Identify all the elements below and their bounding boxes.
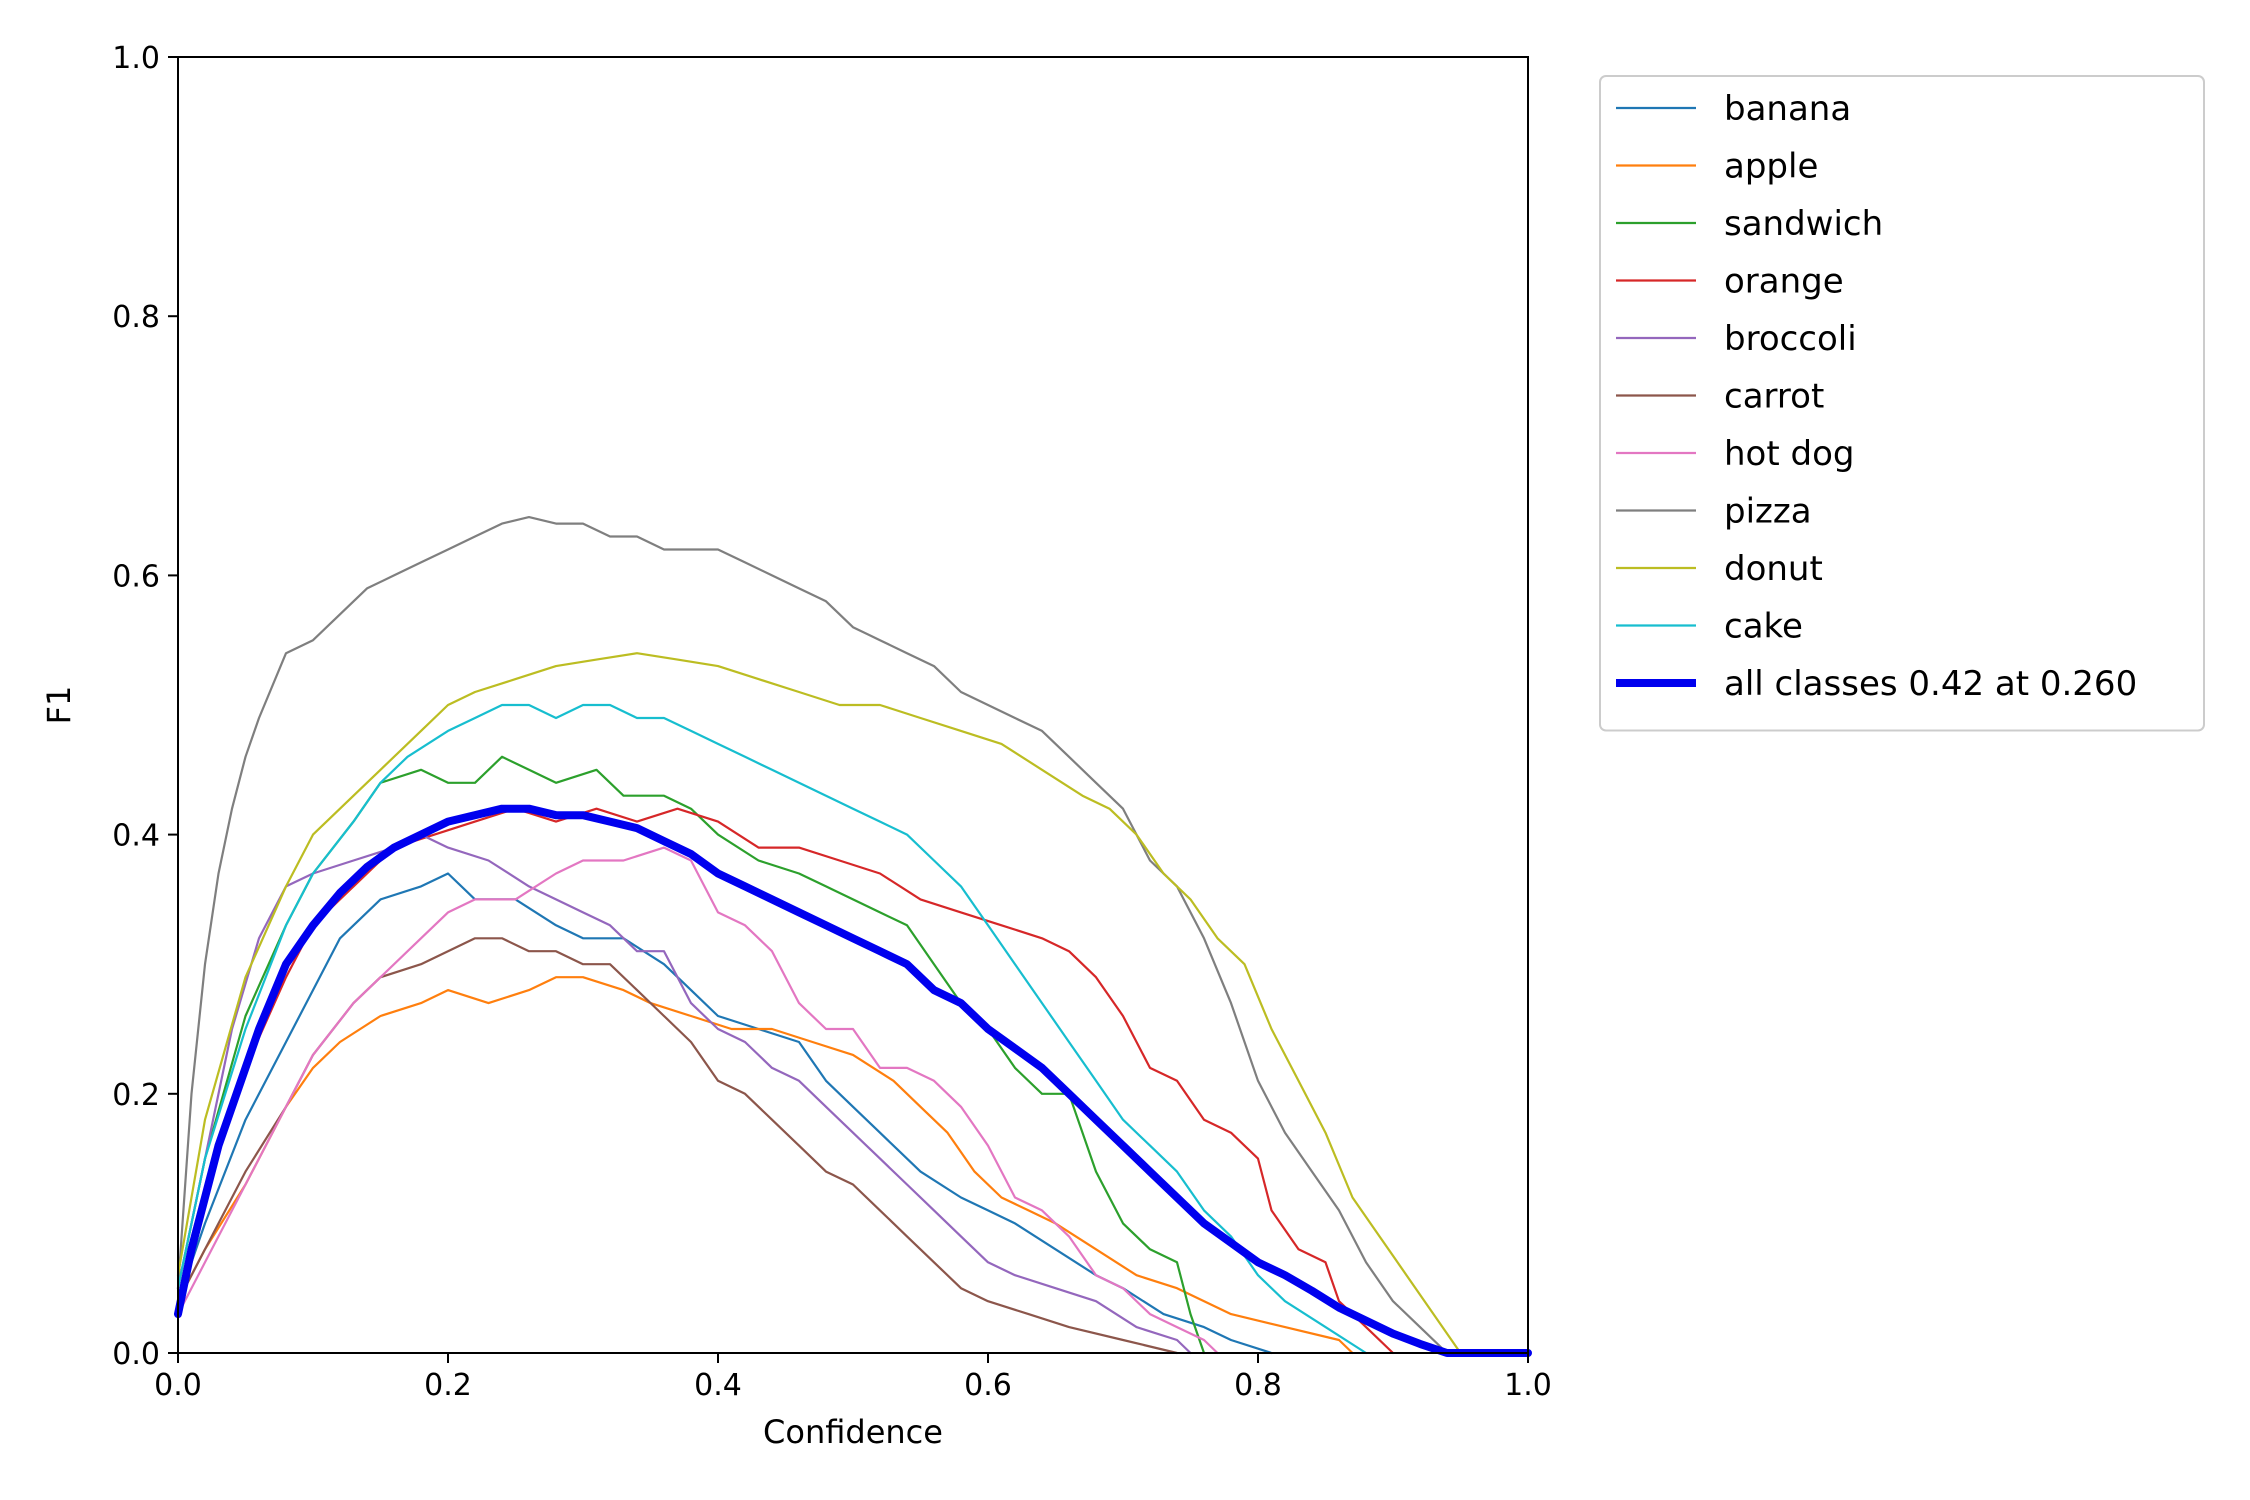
legend-label: carrot — [1724, 377, 1824, 417]
legend-label: orange — [1724, 262, 1844, 302]
legend-label: sandwich — [1724, 204, 1883, 244]
series-line-hot-dog — [176, 846, 1219, 1355]
y-axis-label: F1 — [40, 686, 78, 725]
series-line-broccoli — [176, 833, 1192, 1355]
plot-frame — [177, 56, 1529, 1354]
series-line-banana — [176, 872, 1273, 1355]
legend-label: donut — [1724, 549, 1823, 589]
x-axis: 0.0 0.2 0.4 0.6 0.8 1.0 — [154, 1353, 1552, 1403]
y-tick-label: 0.2 — [112, 1078, 160, 1113]
series-line-cake — [176, 703, 1368, 1355]
series-line-pizza — [176, 516, 1449, 1355]
series-line-all-classes-0-42-at-0-260 — [174, 804, 1532, 1357]
legend-label: broccoli — [1724, 319, 1857, 359]
x-tick-label: 0.2 — [424, 1368, 472, 1403]
x-tick-label: 0.4 — [694, 1368, 742, 1403]
y-tick-label: 1.0 — [112, 41, 160, 76]
x-axis-label: Confidence — [763, 1413, 943, 1451]
series-line-donut — [176, 652, 1462, 1355]
x-tick-label: 0.6 — [964, 1368, 1012, 1403]
series-line-apple — [176, 976, 1354, 1355]
legend: banana apple sandwich orange broccoli carrot h… — [1599, 75, 2205, 732]
legend-label: cake — [1724, 607, 1803, 647]
plot-lines — [174, 516, 1532, 1357]
legend-label: hot dog — [1724, 434, 1854, 474]
legend-label: pizza — [1724, 492, 1812, 532]
y-axis: 0.0 0.2 0.4 0.6 0.8 1.0 — [112, 41, 178, 1372]
legend-label: banana — [1724, 89, 1851, 129]
x-tick-label: 1.0 — [1504, 1368, 1552, 1403]
y-tick-label: 0.6 — [112, 559, 160, 594]
legend-label: all classes 0.42 at 0.260 — [1724, 664, 2137, 704]
x-tick-label: 0.8 — [1234, 1368, 1282, 1403]
y-tick-label: 0.8 — [112, 300, 160, 335]
y-tick-label: 0.4 — [112, 819, 160, 854]
y-tick-label: 0.0 — [112, 1337, 160, 1372]
legend-label: apple — [1724, 147, 1818, 187]
legend-frame — [1599, 75, 2205, 732]
x-tick-label: 0.0 — [154, 1368, 202, 1403]
